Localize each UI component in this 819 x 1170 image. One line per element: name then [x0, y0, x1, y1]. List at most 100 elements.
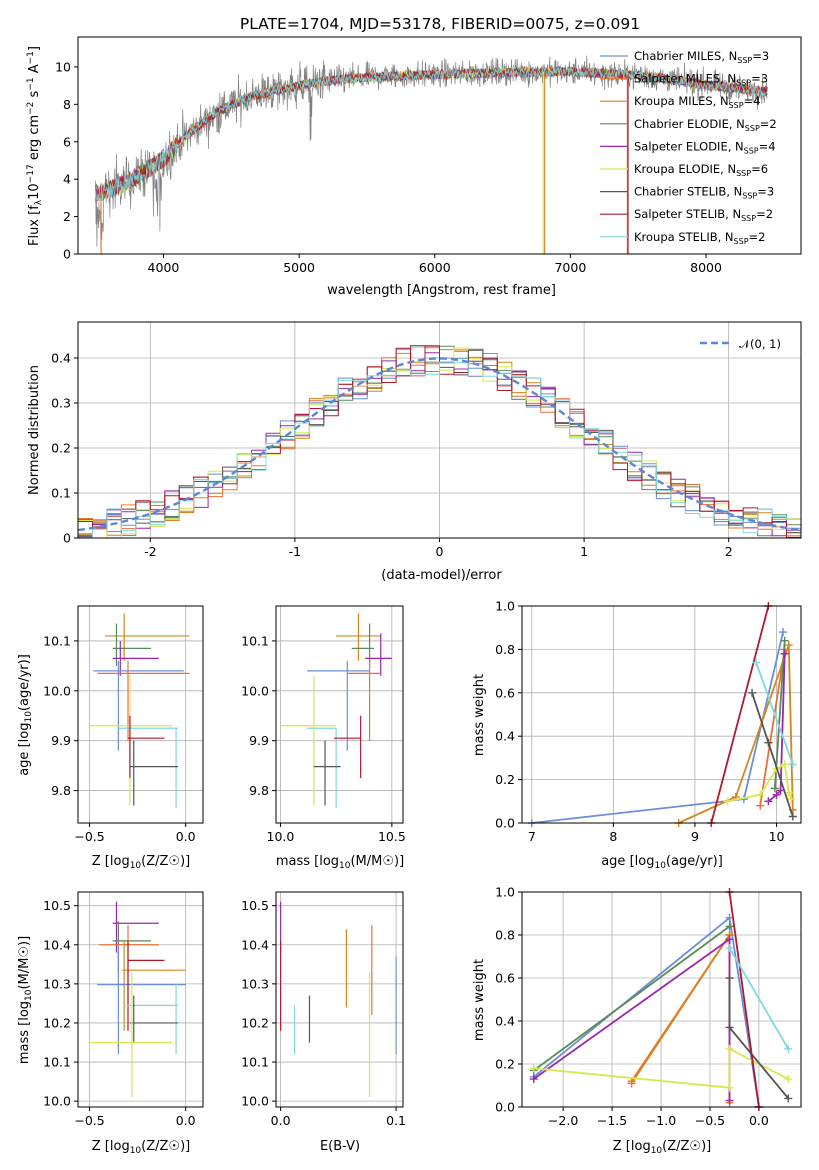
legend-label: Salpeter ELODIE, NSSP=4	[634, 139, 776, 155]
x-tick-label: −1.5	[597, 1113, 627, 1128]
y-tick-label: 0	[63, 531, 71, 546]
x-tick-label: -2	[144, 544, 156, 559]
x-tick-label: −2.0	[548, 1113, 578, 1128]
weight-line	[533, 925, 731, 1072]
y-axis-label-tail: (M/M☉)]	[17, 936, 32, 990]
legend-label: Salpeter MILES, NSSP=3	[634, 72, 768, 88]
x-tick-label: 4000	[148, 260, 180, 275]
errorbar-point	[118, 727, 178, 809]
x-tick-label: 0.1	[386, 1113, 406, 1128]
y-axis-label-part: 10	[27, 183, 42, 200]
y-axis-label-part: −2	[26, 102, 36, 115]
x-axis-label: Z [log10(Z/Z☉)]	[613, 1139, 711, 1156]
weight-marker	[780, 636, 789, 645]
y-tick-label: 10.4	[43, 937, 71, 952]
x-tick-label: 8	[609, 829, 617, 844]
x-tick-label: 7	[528, 829, 536, 844]
x-axis-label-sub: 10	[651, 1146, 663, 1156]
spectrum-panel: 4000 5000 6000 7000 8000 0 2 4 6 8 10 Chabrier MILE…	[26, 36, 802, 298]
y-tick-label: 0.6	[495, 685, 515, 700]
legend-label-sub: SSP	[745, 124, 760, 133]
weight-marker	[725, 1096, 734, 1105]
weight-marker	[788, 760, 797, 769]
histogram-steps	[78, 361, 801, 539]
weight-marker	[725, 974, 734, 982]
y-tick-label: 0.1	[51, 486, 71, 501]
legend-label: Salpeter STELIB, NSSP=2	[634, 207, 773, 223]
weight-series	[748, 688, 797, 821]
errorbar-point	[126, 983, 178, 1055]
y-tick-label: 10.3	[241, 976, 269, 991]
x-axis-label-tail: (M/M☉)]	[350, 854, 404, 869]
weight-line	[710, 605, 770, 824]
weight-marker	[787, 795, 796, 804]
y-tick-label: 4	[63, 172, 71, 187]
weight-line	[759, 649, 786, 806]
weight-vs-Z-panel: −2.0 −1.5 −1.0 −0.5 0.0 0.0 0.2 0.4 0.6 0.8 1.0 Z […	[472, 885, 802, 1156]
weight-marker	[748, 688, 757, 697]
y-tick-label: 1.0	[495, 885, 515, 900]
y-tick-label: 2	[63, 209, 71, 224]
x-axis-label-tail: (Z/Z☉)]	[141, 1139, 190, 1154]
legend-label-sub: SSP	[737, 56, 752, 65]
x-tick-label: 0.0	[271, 1113, 291, 1128]
y-axis-label-part: Flux [f	[27, 205, 42, 246]
weight-marker	[784, 1094, 793, 1103]
y-tick-label: 0.0	[495, 1100, 515, 1115]
y-tick-label: 10.0	[43, 1094, 71, 1109]
x-tick-label: 6000	[419, 260, 451, 275]
y-tick-label: 0.0	[495, 816, 515, 831]
legend-label-sub: SSP	[744, 146, 759, 155]
y-tick-label: 9.8	[51, 783, 71, 798]
y-tick-label: 0.4	[495, 729, 515, 744]
weight-marker	[764, 738, 773, 747]
axes-frame	[77, 605, 204, 824]
legend-label: Kroupa STELIB, NSSP=2	[634, 230, 765, 246]
y-axis-label: mass [log10(M/M☉)]	[17, 936, 34, 1064]
errorbar-point	[122, 940, 186, 1031]
axes-frame	[521, 891, 802, 1108]
weight-marker	[780, 649, 789, 658]
x-axis-label: wavelength [Angstrom, rest frame]	[327, 283, 556, 298]
mass-vs-Z-panel: −0.5 0.010.010.110.210.310.410.5Z [log10(…	[17, 891, 204, 1156]
weight-series	[770, 636, 789, 793]
weight-line	[767, 653, 786, 803]
weight-series	[725, 974, 793, 1103]
axes-frame	[77, 321, 802, 539]
model-spectrum	[95, 66, 768, 203]
age-vs-Z-panel: −0.5 0.09.89.910.010.1Z [log10(Z/Z☉)]age …	[17, 605, 204, 871]
x-tick-label: 8000	[690, 260, 722, 275]
y-axis-label-part: s	[27, 90, 42, 101]
legend-label-tail: =2	[760, 117, 777, 131]
y-tick-label: 10.5	[241, 898, 269, 913]
x-tick-label: 0.0	[176, 1113, 196, 1128]
y-tick-label: 0.4	[495, 1014, 515, 1029]
x-tick-label: 2	[725, 544, 733, 559]
y-tick-label: 10.0	[241, 1094, 269, 1109]
x-tick-label: −0.5	[74, 1113, 104, 1128]
legend-label: 𝒩(0, 1)	[739, 337, 781, 351]
weight-marker	[529, 1064, 538, 1073]
x-axis-label: Z [log10(Z/Z☉)]	[92, 1139, 190, 1156]
y-tick-label: 8	[63, 97, 71, 112]
x-tick-label: 1	[580, 544, 588, 559]
errorbar-point	[97, 944, 186, 1055]
x-axis-label-tail: (Z/Z☉)]	[662, 1139, 711, 1154]
y-tick-label: 9.9	[249, 733, 269, 748]
x-axis-label-main: Z [log	[92, 854, 130, 869]
x-tick-label: 0.0	[749, 1113, 769, 1128]
y-tick-label: 0.2	[51, 441, 71, 456]
y-tick-label: 6	[63, 134, 71, 149]
x-tick-label: 0	[436, 544, 444, 559]
errorbar-point	[129, 995, 178, 1043]
weight-marker	[725, 1044, 734, 1053]
y-axis-label: age [log10(age/yr)]	[17, 654, 34, 776]
figure-title: PLATE=1704, MJD=53178, FIBERID=0075, z=0…	[240, 15, 640, 33]
errorbar-point	[89, 972, 173, 1098]
x-axis-label-main: mass [log	[276, 854, 339, 869]
weight-marker	[725, 943, 734, 952]
